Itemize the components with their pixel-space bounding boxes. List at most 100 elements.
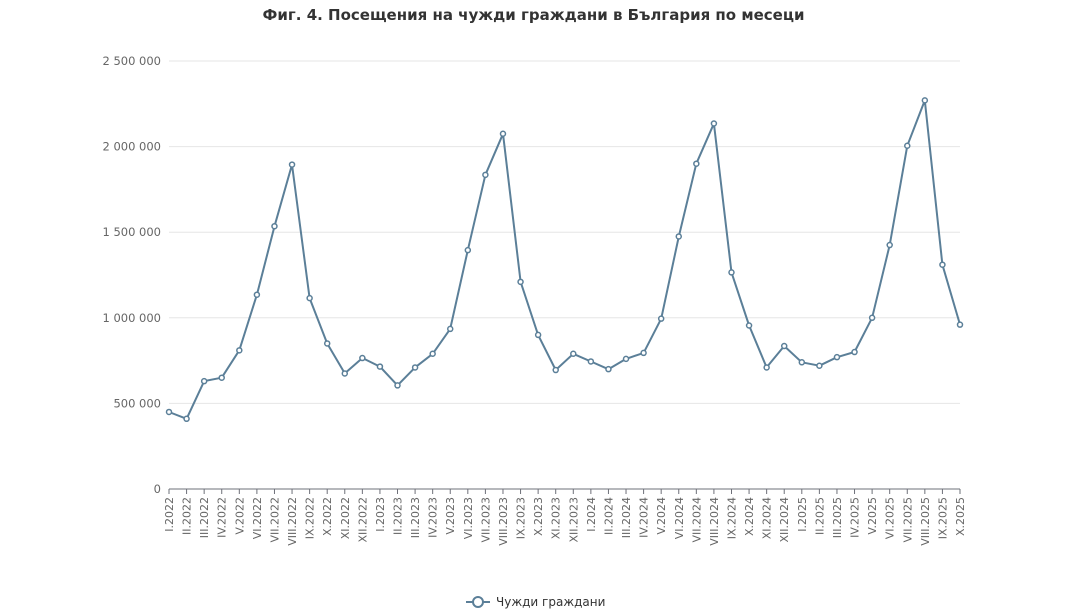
- y-tick-label: 1 000 000: [102, 311, 161, 325]
- x-tick-label: X.2023: [532, 497, 545, 536]
- data-point[interactable]: [288, 161, 296, 168]
- data-point[interactable]: [517, 278, 524, 286]
- data-point[interactable]: [411, 364, 419, 371]
- y-tick-label: 0: [154, 482, 161, 496]
- x-tick-label: I.2024: [585, 497, 598, 532]
- data-point[interactable]: [851, 348, 858, 356]
- data-point[interactable]: [675, 233, 683, 240]
- data-point[interactable]: [745, 322, 753, 329]
- data-point[interactable]: [552, 366, 559, 374]
- data-point[interactable]: [640, 349, 647, 357]
- data-point[interactable]: [868, 314, 876, 322]
- x-tick-label: XI.2024: [761, 497, 774, 539]
- x-tick-label: III.2024: [620, 497, 633, 538]
- data-point[interactable]: [236, 347, 243, 354]
- data-point[interactable]: [323, 340, 331, 347]
- data-point[interactable]: [359, 354, 366, 362]
- x-tick-label: I.2023: [374, 497, 387, 532]
- x-tick-label: VIII.2024: [708, 497, 721, 546]
- y-tick-label: 1 500 000: [102, 225, 161, 239]
- x-tick-label: IX.2025: [936, 497, 949, 539]
- x-tick-label: IV.2023: [427, 497, 440, 538]
- x-axis-ticks: I.2022 II.2022 III.2022 IV.2022 V.2022 VI.202…: [163, 489, 967, 546]
- x-tick-label: V.2025: [866, 497, 879, 535]
- y-tick-label: 2 500 000: [102, 54, 161, 68]
- data-point[interactable]: [816, 362, 823, 369]
- x-tick-label: VII.2022: [268, 497, 281, 543]
- data-point[interactable]: [921, 97, 929, 104]
- x-tick-label: IV.2025: [849, 497, 862, 538]
- data-point[interactable]: [886, 241, 893, 249]
- data-point[interactable]: [200, 377, 208, 385]
- x-tick-label: VII.2023: [479, 497, 492, 543]
- x-tick-label: VI.2024: [673, 497, 686, 539]
- x-tick-label: VI.2023: [462, 497, 475, 539]
- data-point[interactable]: [482, 171, 489, 179]
- legend-label: Чужди граждани: [496, 595, 605, 609]
- x-tick-label: VII.2024: [690, 497, 703, 543]
- chart-title: Фиг. 4. Посещения на чужди граждани в Бъ…: [262, 6, 805, 24]
- y-axis-ticks: 0 500 000 1 000 000 1 500 000 2 000 000 2 500…: [102, 54, 161, 496]
- data-point[interactable]: [833, 353, 841, 361]
- x-tick-label: V.2024: [655, 497, 668, 535]
- x-tick-label: XII.2022: [356, 497, 369, 543]
- x-tick-label: X.2024: [743, 497, 756, 536]
- data-point[interactable]: [904, 142, 911, 149]
- x-tick-label: VIII.2022: [286, 497, 299, 546]
- x-tick-label: XI.2023: [550, 497, 563, 539]
- data-point[interactable]: [693, 160, 700, 167]
- data-point[interactable]: [253, 291, 261, 298]
- legend[interactable]: Чужди граждани: [466, 595, 605, 609]
- data-point[interactable]: [763, 364, 770, 371]
- data-point[interactable]: [780, 342, 788, 350]
- data-point[interactable]: [446, 325, 454, 333]
- data-point[interactable]: [429, 350, 436, 358]
- data-point[interactable]: [939, 261, 946, 268]
- data-point[interactable]: [534, 331, 542, 339]
- x-tick-label: II.2024: [602, 497, 615, 535]
- data-point[interactable]: [376, 363, 384, 370]
- data-point[interactable]: [341, 370, 349, 377]
- data-point[interactable]: [587, 358, 595, 365]
- x-tick-label: III.2022: [198, 497, 211, 538]
- y-tick-label: 2 000 000: [102, 140, 161, 154]
- y-tick-label: 500 000: [113, 396, 161, 410]
- data-point[interactable]: [394, 382, 401, 389]
- data-point[interactable]: [464, 246, 472, 254]
- x-tick-label: IV.2022: [216, 497, 229, 538]
- data-point[interactable]: [271, 222, 278, 230]
- data-point[interactable]: [728, 269, 735, 276]
- x-tick-label: I.2025: [796, 497, 809, 532]
- data-point[interactable]: [570, 350, 577, 358]
- data-point[interactable]: [657, 315, 665, 322]
- data-point[interactable]: [956, 321, 964, 328]
- gridlines: [169, 60, 960, 404]
- x-tick-label: IV.2024: [638, 497, 651, 538]
- data-point[interactable]: [710, 120, 718, 127]
- x-tick-label: VIII.2025: [919, 497, 932, 546]
- series-layer: [165, 97, 964, 423]
- x-tick-label: X.2022: [321, 497, 334, 536]
- data-point[interactable]: [622, 355, 630, 363]
- x-tick-label: IX.2024: [725, 497, 738, 539]
- data-point[interactable]: [798, 359, 806, 366]
- x-tick-label: I.2022: [163, 497, 176, 532]
- x-tick-label: X.2025: [954, 497, 967, 536]
- x-tick-label: VIII.2023: [497, 497, 510, 546]
- data-point[interactable]: [499, 130, 507, 138]
- data-point[interactable]: [218, 374, 225, 381]
- x-tick-label: XII.2024: [778, 497, 791, 543]
- x-tick-label: IX.2022: [304, 497, 317, 539]
- x-tick-label: II.2023: [392, 497, 405, 535]
- legend-circle-marker: [472, 596, 484, 608]
- data-point[interactable]: [183, 415, 190, 423]
- x-tick-label: II.2022: [181, 497, 194, 535]
- data-point[interactable]: [306, 294, 313, 302]
- data-point[interactable]: [165, 408, 173, 416]
- x-tick-label: II.2025: [813, 497, 826, 535]
- data-point[interactable]: [605, 365, 612, 373]
- series-line: [168, 99, 961, 420]
- x-tick-label: XII.2023: [567, 497, 580, 543]
